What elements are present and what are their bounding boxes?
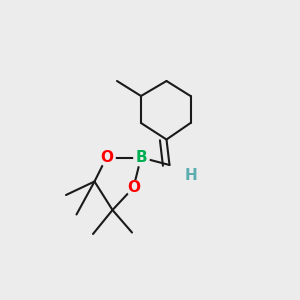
Text: O: O — [100, 150, 113, 165]
Text: O: O — [127, 180, 140, 195]
Text: B: B — [135, 150, 147, 165]
Text: H: H — [184, 168, 197, 183]
